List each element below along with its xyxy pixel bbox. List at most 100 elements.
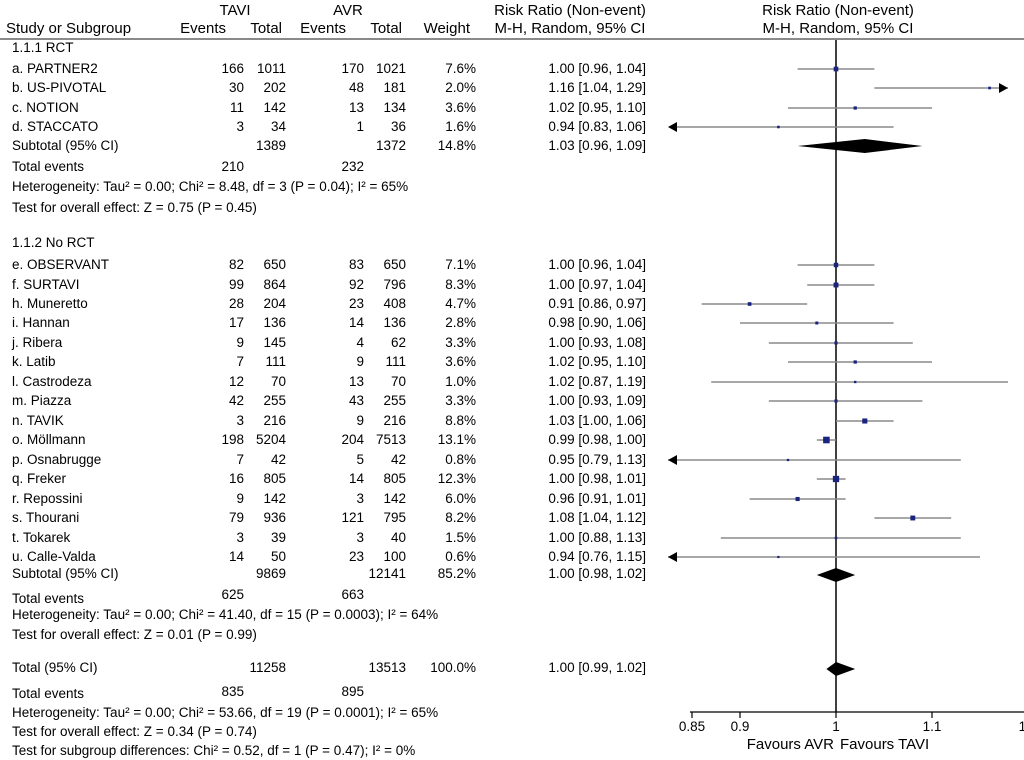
avr-total: 62 [390,335,406,350]
tavi-events: 30 [228,80,244,95]
tavi-total: 142 [263,100,286,115]
overall-weight: 100.0% [430,660,476,675]
study-ci: 1.00 [0.97, 1.04] [548,277,646,292]
tavi-events: 12 [228,374,244,389]
avr-total: 795 [383,510,406,525]
study-weight: 0.6% [445,549,476,564]
point-estimate [833,262,839,268]
overall-ci: 1.00 [0.99, 1.02] [548,660,646,675]
study-ci: 0.95 [0.79, 1.13] [548,452,646,467]
tavi-total: 50 [270,549,286,564]
tavi-events: 11 [229,100,244,115]
header-tavi-label: TAVI [219,2,251,19]
tavi-total: 216 [263,413,286,428]
favours-tavi-label: Favours TAVI [840,736,929,753]
avr-events: 83 [348,257,364,272]
x-axis-tick-label: 0.85 [679,719,705,734]
overall-events-label: Total events [12,686,85,701]
point-estimate [853,106,857,110]
avr-total: 796 [383,277,406,292]
study-name: f. SURTAVI [12,277,80,292]
tavi-total: 650 [263,257,286,272]
study-name: o. Möllmann [12,432,86,447]
study-weight: 8.2% [445,510,476,525]
total-events-avr: 232 [341,159,364,174]
avr-total: 100 [383,549,406,564]
study-ci: 1.00 [0.96, 1.04] [548,257,646,272]
header-rule [0,38,1024,40]
point-estimate [777,125,780,129]
study-weight: 2.8% [445,315,476,330]
overall-effect-text: Test for overall effect: Z = 0.01 (P = 0… [12,627,257,642]
avr-total: 40 [390,530,406,545]
study-ci: 0.94 [0.83, 1.06] [548,119,646,134]
study-ci: 1.00 [0.96, 1.04] [548,61,646,76]
study-weight: 0.8% [445,452,476,467]
subtotal-ci: 1.03 [0.96, 1.09] [548,138,646,153]
study-weight: 6.0% [445,491,476,506]
study-weight: 7.1% [445,257,476,272]
point-estimate [833,282,839,288]
point-estimate [988,86,991,90]
avr-events: 92 [348,277,364,292]
tavi-events: 7 [236,452,244,467]
ci-arrow-left [668,455,677,465]
x-axis-tick-label: 1.1 [923,719,942,734]
study-weight: 7.6% [445,61,476,76]
avr-events: 14 [348,315,364,330]
study-name: l. Castrodeza [12,374,92,389]
favours-avr-label: Favours AVR [747,736,834,753]
subtotal-tavi-total: 1389 [255,138,286,153]
tavi-events: 198 [221,432,244,447]
overall-tavi-total: 11258 [249,660,286,675]
avr-total: 805 [383,471,406,486]
avr-total: 1021 [375,61,406,76]
total-events-avr: 663 [341,587,364,602]
study-name: q. Freker [12,471,67,486]
tavi-events: 79 [228,510,244,525]
ci-arrow-left [668,122,677,132]
study-name: r. Repossini [12,491,83,506]
avr-events: 14 [348,471,364,486]
total-events-label: Total events [12,159,85,174]
tavi-total: 142 [263,491,286,506]
ci-arrow-left [668,552,677,562]
point-estimate [823,436,830,444]
point-estimate [815,321,819,325]
avr-events: 1 [356,119,364,134]
total-events-tavi: 625 [221,587,244,602]
study-name: s. Thourani [12,510,80,525]
subtotal-label: Subtotal (95% CI) [12,566,119,581]
tavi-events: 166 [221,61,244,76]
study-name: k. Latib [12,354,56,369]
tavi-total: 936 [263,510,286,525]
study-name: c. NOTION [12,100,79,115]
study-ci: 0.96 [0.91, 1.01] [548,491,646,506]
avr-total: 134 [383,100,406,115]
study-ci: 1.16 [1.04, 1.29] [548,80,646,95]
study-name: p. Osnabrugge [12,452,102,467]
study-ci: 1.08 [1.04, 1.12] [548,510,646,525]
study-ci: 1.00 [0.98, 1.01] [548,471,646,486]
overall-events-tavi: 835 [221,684,244,699]
tavi-events: 3 [236,413,244,428]
tavi-events: 9 [236,335,244,350]
study-ci: 0.91 [0.86, 0.97] [548,296,646,311]
study-weight: 1.5% [445,530,476,545]
study-ci: 1.00 [0.88, 1.13] [548,530,646,545]
study-ci: 1.03 [1.00, 1.06] [548,413,646,428]
header-rr-line1: Risk Ratio (Non-event) [494,2,646,19]
avr-events: 23 [348,296,364,311]
tavi-total: 145 [263,335,286,350]
avr-events: 9 [356,413,364,428]
avr-total: 7513 [375,432,406,447]
study-name: u. Calle-Valda [12,549,96,564]
point-estimate [777,555,780,559]
study-name: a. PARTNER2 [12,61,98,76]
avr-total: 255 [383,393,406,408]
total-events-tavi: 210 [221,159,244,174]
study-name: d. STACCATO [12,119,99,134]
subtotal-weight: 85.2% [437,566,476,581]
avr-events: 121 [341,510,364,525]
